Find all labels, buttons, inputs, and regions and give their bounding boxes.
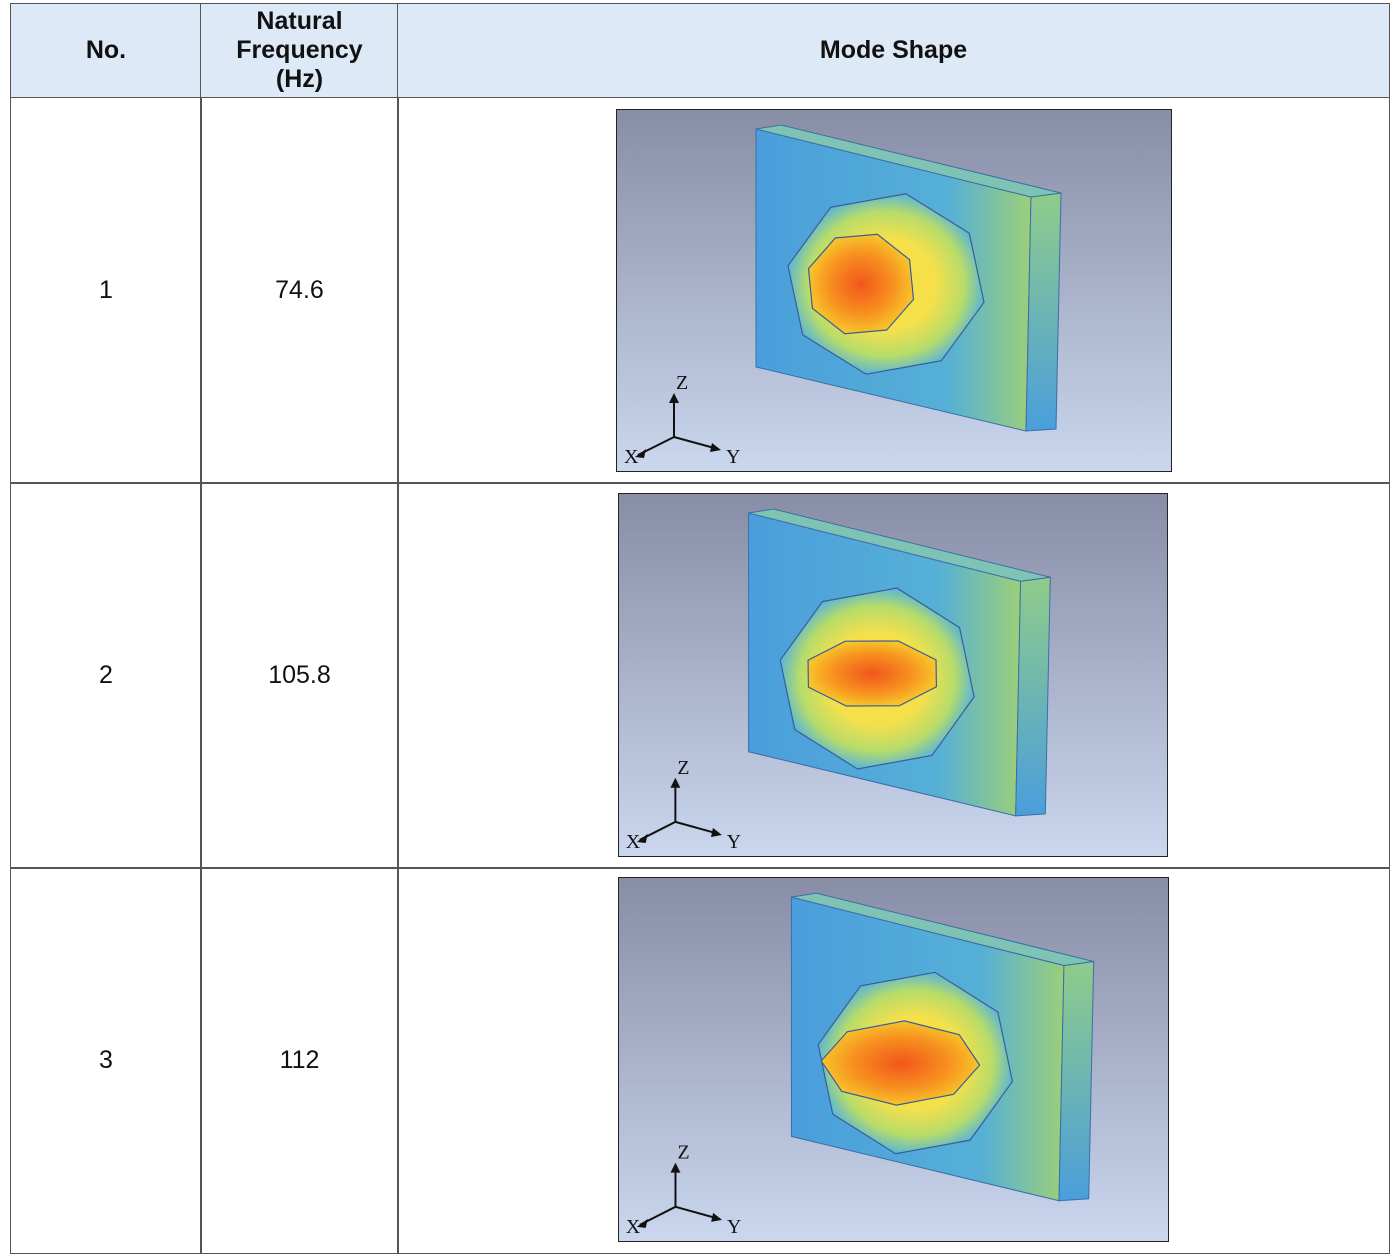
plate-top xyxy=(748,508,1051,582)
header-cell: Mode Shape xyxy=(397,3,1390,98)
plate-top xyxy=(755,124,1062,198)
no-cell: 2 xyxy=(10,482,202,869)
no-cell: 1 xyxy=(10,97,202,484)
arrow-head xyxy=(710,827,722,837)
inner-deformation xyxy=(807,233,915,335)
arrow-head xyxy=(635,449,646,458)
plate-side xyxy=(1025,192,1062,432)
image-cell xyxy=(397,867,1390,1254)
mode-shape-image: Z Y X xyxy=(618,493,1168,857)
frequency-cell: 74.6 xyxy=(200,97,399,484)
arrow-head xyxy=(636,1218,648,1228)
triad-axis xyxy=(675,820,720,835)
triad-label: Y xyxy=(727,1216,741,1238)
frequency-cell: 112 xyxy=(200,867,399,1254)
arrow-head xyxy=(670,777,681,788)
arrow-head xyxy=(636,833,648,843)
triad-label: Y xyxy=(726,446,740,468)
arrow-head xyxy=(711,1212,723,1222)
triad-label: Z xyxy=(676,372,688,394)
inner-deformation xyxy=(807,640,938,707)
triad-label: X xyxy=(626,1216,641,1238)
triad-label: X xyxy=(624,446,639,468)
plate-side xyxy=(1015,576,1051,817)
mode-shape-image: Z Y X xyxy=(616,109,1172,472)
triad-axis xyxy=(673,436,719,450)
frequency-cell: 105.8 xyxy=(200,482,399,869)
triad-label: Z xyxy=(677,757,689,779)
triad-label: Z xyxy=(677,1141,689,1163)
arrow-head xyxy=(710,443,721,452)
header-cell: No. xyxy=(10,3,202,98)
image-cell xyxy=(397,482,1390,869)
no-cell: 3 xyxy=(10,867,202,1254)
triad-axis xyxy=(675,1205,720,1220)
triad-label: Y xyxy=(727,831,741,853)
arrow-head xyxy=(669,393,679,403)
plate-top xyxy=(791,892,1094,966)
arrow-head xyxy=(670,1162,681,1173)
triad-label: X xyxy=(626,831,641,853)
image-cell xyxy=(397,97,1390,484)
header-cell: Natural Frequency (Hz) xyxy=(200,3,399,98)
mode-shape-image: Z Y X xyxy=(618,877,1169,1242)
inner-deformation xyxy=(820,1020,981,1106)
plate-side xyxy=(1058,960,1095,1202)
